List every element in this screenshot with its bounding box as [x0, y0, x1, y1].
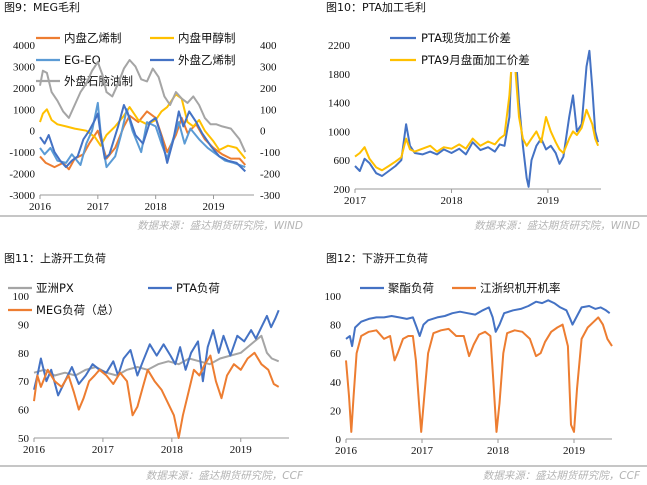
x-tick-label: 2017 — [92, 444, 115, 456]
chart1-series-line-3 — [39, 104, 246, 173]
x-tick-label: 2016 — [29, 201, 52, 213]
chart4-tick-grid: 0 20 40 60 80 100 2016 2017 2018 2019 — [325, 291, 612, 457]
legend-label-pta-load: PTA负荷 — [176, 281, 220, 295]
y-tick-label: 20 — [330, 405, 342, 417]
y-tick-label: 0 — [336, 434, 342, 446]
y-tick-label: 4000 — [13, 40, 36, 52]
x-tick-label: 2018 — [487, 445, 510, 457]
y2-tick-label: 200 — [260, 83, 277, 95]
y-tick-label: 100 — [325, 291, 342, 303]
chart2-legend: PTA现货加工价差 PTA9月盘面加工价差 — [384, 28, 560, 72]
y-tick-label: 100 — [13, 291, 30, 303]
y-tick-label: -1000 — [9, 147, 35, 159]
y-tick-label: 80 — [330, 320, 342, 332]
legend-label-asia-px: 亚洲PX — [36, 281, 74, 295]
y-tick-label: 40 — [330, 377, 342, 389]
y2-tick-label: -200 — [260, 169, 281, 181]
y2-tick-label: 400 — [260, 40, 277, 52]
y-tick-label: 3000 — [13, 61, 36, 73]
chart3-series-lines — [33, 309, 280, 439]
y-tick-label: 200 — [334, 184, 351, 196]
source-note-chart4: 数据来源：盛达期货研究院，CCF — [483, 470, 641, 482]
chart2-series-line-0 — [354, 44, 600, 188]
legend-label-inner-methanol: 内盘甲醇制 — [178, 31, 236, 45]
chart1-series-line-1 — [39, 93, 247, 160]
chart2-series-line-1 — [354, 54, 600, 172]
y2-tick-label: 0 — [260, 126, 266, 138]
y-tick-label: 60 — [18, 405, 30, 417]
x-tick-label: 2017 — [411, 445, 434, 457]
chart4-series-line-0 — [345, 299, 611, 348]
legend-label-polyester-load: 聚酯负荷 — [388, 281, 434, 295]
source-note-chart2: 数据来源：盛达期货研究院，WIND — [474, 220, 640, 232]
y-tick-label: -3000 — [9, 190, 35, 202]
chart4-series-lines — [345, 299, 613, 433]
y-tick-label: 0 — [30, 126, 36, 138]
y-tick-label: 2000 — [13, 83, 36, 95]
source-note-chart1: 数据来源：盛达期货研究院，WIND — [137, 220, 303, 232]
chart1-series-lines — [39, 59, 247, 173]
legend-label-pta-spot: PTA现货加工价差 — [421, 31, 511, 45]
x-tick-label: 2016 — [335, 445, 358, 457]
y-tick-label: 90 — [18, 319, 30, 331]
y2-tick-label: -300 — [260, 190, 281, 202]
legend-label-eg-eo: EG-EO — [64, 53, 101, 67]
y-tick-label: 80 — [18, 348, 30, 360]
y-tick-label: -2000 — [9, 169, 35, 181]
legend-label-pta-futures: PTA9月盘面加工价差 — [421, 53, 530, 67]
x-tick-label: 2019 — [537, 195, 560, 207]
x-tick-label: 2019 — [203, 201, 226, 213]
y2-tick-label: -100 — [260, 147, 281, 159]
x-tick-label: 2018 — [440, 195, 463, 207]
x-tick-label: 2019 — [563, 445, 586, 457]
legend-label-inner-ethylene: 内盘乙烯制 — [64, 31, 122, 45]
legend-label-outer-ethylene: 外盘乙烯制 — [178, 53, 236, 67]
chart3-series-line-0 — [33, 334, 280, 377]
y-tick-label: 1000 — [328, 126, 351, 138]
chart4-legend: 聚酯负荷 江浙织机开机率 — [360, 281, 561, 295]
chart1-legend: 内盘乙烯制 内盘甲醇制 EG-EO 外盘乙烯制 外盘石脑油制 — [36, 31, 236, 88]
chart2-title: 图10：PTA加工毛利 — [326, 1, 426, 14]
chart3-title: 图11：上游开工负荷 — [4, 251, 106, 265]
chart4-series-line-1 — [345, 316, 613, 433]
legend-label-outer-naphtha: 外盘石脑油制 — [64, 74, 133, 88]
source-note-chart3: 数据来源：盛达期货研究院，CCF — [146, 470, 304, 482]
chart1-series-line-4 — [39, 59, 247, 153]
x-tick-label: 2018 — [161, 444, 184, 456]
chart1-title: 图9：MEG毛利 — [4, 1, 80, 14]
y-tick-label: 70 — [18, 376, 30, 388]
y-tick-label: 1000 — [13, 104, 36, 116]
y2-tick-label: 300 — [260, 61, 277, 73]
y-tick-label: 60 — [330, 348, 342, 360]
chart4-title: 图12：下游开工负荷 — [326, 251, 428, 265]
chart1-tick-grid: -3000-2000-100001000200030004000-300-200… — [9, 40, 280, 213]
y-tick-label: 2200 — [328, 40, 351, 52]
x-tick-label: 2017 — [87, 201, 110, 213]
chart2-tick-grid: 200 600 1000 1400 1800 2200 2017 2018 2019 — [328, 40, 601, 207]
chart3-series-line-1 — [33, 309, 280, 397]
chart3-series-line-2 — [33, 351, 280, 439]
legend-label-meg-load: MEG负荷（总） — [36, 303, 120, 317]
x-tick-label: 2019 — [230, 444, 253, 456]
y-tick-label: 1800 — [328, 69, 351, 81]
chart3-legend: 亚洲PX PTA负荷 MEG负荷（总） — [8, 281, 220, 317]
y-tick-label: 50 — [18, 433, 30, 445]
legend-label-loom-rate: 江浙织机开机率 — [480, 281, 561, 295]
y-tick-label: 600 — [334, 155, 351, 167]
y2-tick-label: 100 — [260, 104, 277, 116]
chart1-series-line-2 — [39, 101, 246, 169]
chart2-legend-background — [384, 28, 560, 72]
y-tick-label: 1400 — [328, 98, 351, 110]
x-tick-label: 2018 — [145, 201, 168, 213]
x-tick-label: 2017 — [344, 195, 367, 207]
chart2-series-lines — [354, 44, 600, 188]
x-tick-label: 2016 — [23, 444, 46, 456]
chart3-tick-grid: 50 60 70 80 90 100 2016 2017 2018 2019 — [13, 291, 289, 456]
